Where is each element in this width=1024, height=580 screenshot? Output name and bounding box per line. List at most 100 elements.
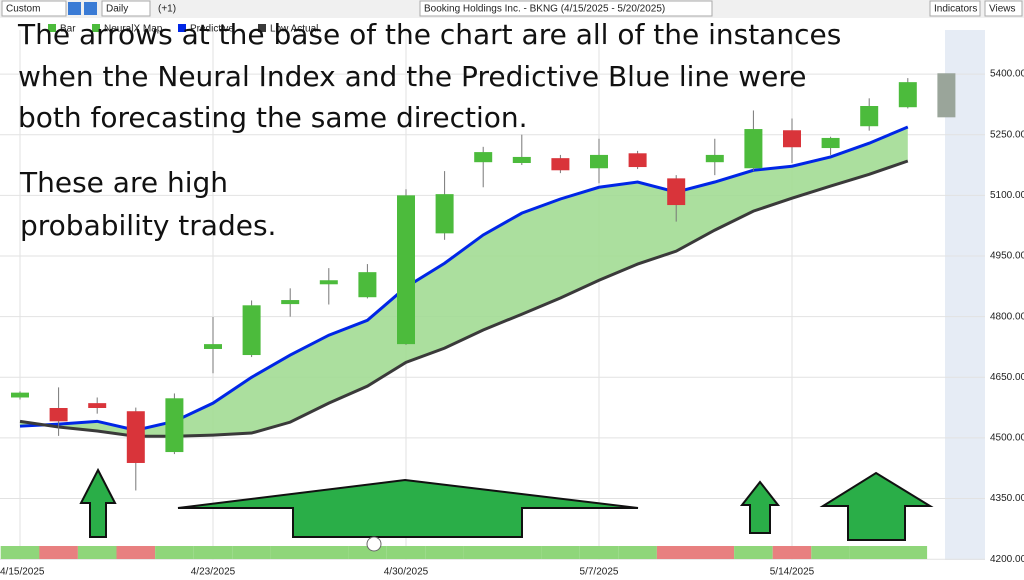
candle-body bbox=[551, 158, 570, 171]
candle-body bbox=[88, 403, 107, 408]
candle-body bbox=[898, 82, 917, 108]
neural-index-cell bbox=[270, 546, 310, 559]
x-tick-label: 5/14/2025 bbox=[770, 567, 815, 578]
legend-label: NeuralX Map bbox=[104, 24, 163, 35]
candle-body bbox=[821, 137, 840, 149]
neural-index-cell bbox=[849, 546, 889, 559]
neural-index-cell bbox=[309, 546, 349, 559]
remove[interactable] bbox=[84, 2, 97, 15]
neural-index-cell bbox=[463, 546, 503, 559]
annotation: when the Neural Index and the Predictive… bbox=[18, 60, 807, 93]
neural-index-cell bbox=[811, 546, 850, 559]
neural-index-cell bbox=[502, 546, 542, 559]
candle-body bbox=[11, 392, 29, 398]
candle-body bbox=[590, 154, 608, 169]
y-tick-label: 4350.00 bbox=[990, 493, 1024, 504]
candle-body bbox=[474, 152, 493, 163]
neural-index-cell bbox=[386, 546, 426, 559]
legend-swatch bbox=[258, 24, 266, 32]
period-select[interactable] bbox=[101, 0, 151, 17]
candle-body bbox=[705, 154, 724, 163]
candle-body bbox=[204, 344, 222, 349]
candle-body bbox=[126, 411, 145, 463]
legend-label: Predictive bbox=[190, 24, 234, 35]
y-tick-label: 4500.00 bbox=[990, 433, 1024, 444]
annotation: The arrows at the base of the chart are … bbox=[17, 18, 841, 51]
x-tick-label: 5/7/2025 bbox=[580, 567, 619, 578]
candle-body bbox=[860, 106, 879, 127]
views-btn[interactable] bbox=[984, 0, 1023, 17]
candle-body bbox=[628, 153, 647, 168]
arrows bbox=[79, 467, 934, 541]
neural-index-cell bbox=[579, 546, 619, 559]
candle-body bbox=[165, 398, 184, 453]
neural-index-cell bbox=[541, 546, 580, 559]
candle-body bbox=[358, 272, 377, 298]
period[interactable]: Daily bbox=[106, 4, 128, 15]
dividend-icon[interactable] bbox=[366, 536, 382, 552]
forecast-candle bbox=[937, 73, 956, 118]
neural-index-cell bbox=[772, 546, 812, 559]
legend-label: Low Actual bbox=[270, 24, 318, 35]
y-tick-label: 4800.00 bbox=[990, 311, 1024, 322]
candle-body bbox=[512, 156, 531, 164]
annotation: probability trades. bbox=[20, 209, 276, 242]
offset: (+1) bbox=[158, 4, 176, 15]
candle-body bbox=[783, 130, 801, 148]
neural-index-cell bbox=[734, 546, 773, 559]
y-tick-label: 4650.00 bbox=[990, 372, 1024, 383]
neural-index-cell bbox=[348, 546, 387, 559]
candle-body bbox=[667, 178, 686, 206]
neural-index-cell bbox=[116, 546, 156, 559]
y-tick-label: 5100.00 bbox=[990, 190, 1024, 201]
neural-index-cell bbox=[695, 546, 735, 559]
neural-index-cell bbox=[425, 546, 464, 559]
indicators[interactable]: Indicators bbox=[934, 4, 977, 15]
candle-body bbox=[242, 305, 261, 356]
neural-index-cell bbox=[232, 546, 271, 559]
x-tick-label: 4/30/2025 bbox=[384, 567, 429, 578]
candle-body bbox=[435, 194, 454, 234]
views[interactable]: Views bbox=[989, 4, 1016, 15]
neural-index-cell bbox=[155, 546, 194, 559]
candle-body bbox=[49, 407, 68, 422]
neural-index-cell bbox=[39, 546, 78, 559]
add[interactable] bbox=[68, 2, 81, 15]
annotation: both forecasting the same direction. bbox=[18, 101, 528, 134]
neural-index-cell bbox=[888, 546, 928, 559]
x-tick-label: 4/15/2025 bbox=[0, 567, 45, 578]
arrow bbox=[739, 480, 781, 534]
range-select[interactable] bbox=[1, 0, 67, 17]
y-tick-label: 4950.00 bbox=[990, 251, 1024, 262]
legend-swatch bbox=[178, 24, 186, 32]
y-tick-label: 5250.00 bbox=[990, 129, 1024, 140]
legend-swatch bbox=[48, 24, 56, 32]
y-tick-label: 4200.00 bbox=[990, 554, 1024, 565]
area-band bbox=[20, 127, 908, 437]
candle-body bbox=[319, 280, 338, 285]
indicators-btn[interactable] bbox=[929, 0, 981, 17]
neural-index-cell bbox=[0, 546, 40, 559]
legend-label: Bar bbox=[60, 24, 76, 35]
neural-index-cell bbox=[193, 546, 233, 559]
candle-body bbox=[397, 195, 415, 345]
neural-index-cell bbox=[656, 546, 696, 559]
arrow bbox=[177, 478, 639, 538]
annotation: These are high bbox=[19, 166, 228, 199]
symbol-box[interactable] bbox=[419, 0, 713, 17]
y-tick-label: 5400.00 bbox=[990, 69, 1024, 80]
range[interactable]: Custom bbox=[6, 4, 40, 15]
arrow bbox=[819, 471, 934, 541]
legend-swatch bbox=[92, 24, 100, 32]
plot: 4200.00 4350.00 4500.00 4650.00 4800.00 4950.… bbox=[0, 24, 1024, 578]
candle-body bbox=[281, 300, 300, 305]
neural-index-cell bbox=[77, 546, 117, 559]
forecast-zone bbox=[945, 30, 985, 560]
x-tick-label: 4/23/2025 bbox=[191, 567, 236, 578]
symbol[interactable]: Booking Holdings Inc. - BKNG (4/15/2025 … bbox=[424, 4, 665, 15]
neural-index-cell bbox=[618, 546, 657, 559]
arrow bbox=[79, 467, 117, 538]
candle-body bbox=[744, 129, 763, 169]
